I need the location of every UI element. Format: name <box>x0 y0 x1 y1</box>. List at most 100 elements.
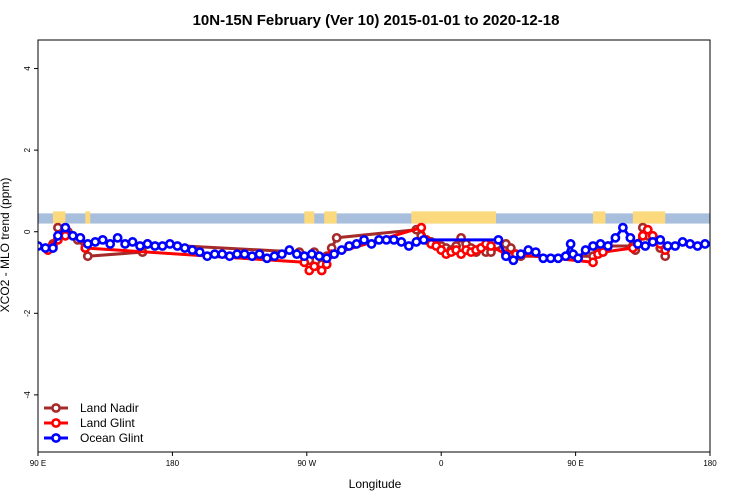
data-point-ocean-glint <box>610 232 621 243</box>
data-point-ocean-glint <box>165 239 175 249</box>
data-point-ocean-glint <box>523 245 534 255</box>
data-point-ocean-glint <box>573 253 583 264</box>
data-point-ocean-glint <box>366 239 377 249</box>
y-axis: 4 2 0 -2 -4 <box>23 66 38 399</box>
data-point-ocean-glint <box>344 241 355 251</box>
data-point-land-nadir <box>331 232 342 243</box>
land-band-segment <box>593 211 606 224</box>
data-point-ocean-glint <box>538 253 549 264</box>
legend-label: Ocean Glint <box>80 431 144 445</box>
data-point-land-glint <box>642 224 653 235</box>
land-band-segment <box>85 211 91 224</box>
data-point-ocean-glint <box>411 237 422 247</box>
data-point-ocean-glint <box>135 241 145 251</box>
data-point-ocean-glint <box>40 243 51 253</box>
data-point-ocean-glint <box>530 247 541 258</box>
ocean-band <box>38 213 710 224</box>
data-point-ocean-glint <box>150 241 160 251</box>
data-point-ocean-glint <box>194 247 205 258</box>
data-point-ocean-glint <box>625 232 636 243</box>
data-point-ocean-glint <box>595 239 606 249</box>
x-axis: 90 E 180 90 W 0 90 E 180 <box>30 452 717 468</box>
data-point-ocean-glint <box>553 253 564 264</box>
legend-label: Land Nadir <box>80 401 139 415</box>
data-point-ocean-glint <box>508 255 519 266</box>
data-point-ocean-glint <box>314 251 325 262</box>
y-tick-label: -4 <box>23 391 32 399</box>
data-point-ocean-glint <box>157 241 168 251</box>
data-point-land-nadir <box>53 222 63 233</box>
x-tick-label: 0 <box>439 459 444 468</box>
y-tick-label: 0 <box>23 229 32 234</box>
data-point-ocean-glint <box>247 251 257 262</box>
data-point-ocean-glint <box>403 241 414 251</box>
data-point-ocean-glint <box>75 232 86 243</box>
data-point-ocean-glint <box>418 234 429 245</box>
data-point-ocean-glint <box>172 241 183 251</box>
data-point-ocean-glint <box>501 251 511 262</box>
data-point-ocean-glint <box>217 249 228 260</box>
data-point-ocean-glint <box>90 237 101 247</box>
chart-title: 10N-15N February (Ver 10) 2015-01-01 to … <box>193 12 560 29</box>
land-ocean-band <box>38 211 710 224</box>
data-point-ocean-glint <box>336 245 347 255</box>
data-point-ocean-glint <box>224 251 235 262</box>
x-tick-label: 180 <box>166 459 180 468</box>
data-point-land-glint <box>598 247 608 258</box>
y-tick-label: 4 <box>23 66 32 71</box>
data-point-ocean-glint <box>374 234 384 245</box>
data-point-ocean-glint <box>588 241 598 251</box>
data-point-ocean-glint <box>655 234 666 245</box>
data-point-ocean-glint <box>359 234 369 245</box>
data-point-ocean-glint <box>640 241 651 251</box>
data-point-ocean-glint <box>262 253 272 264</box>
data-point-land-glint <box>309 261 320 272</box>
data-point-ocean-glint <box>560 251 571 262</box>
legend-entry-land-glint: Land Glint <box>44 416 135 430</box>
x-tick-label: 180 <box>703 459 717 468</box>
data-point-ocean-glint <box>97 234 108 245</box>
data-point-ocean-glint <box>493 234 504 245</box>
data-point-ocean-glint <box>396 237 407 247</box>
plot-area: 4 2 0 -2 -4 90 E 180 90 W 0 90 E 180 <box>23 39 717 468</box>
data-point-ocean-glint <box>232 249 243 260</box>
data-point-ocean-glint <box>299 251 310 262</box>
data-point-ocean-glint <box>321 253 332 264</box>
data-point-ocean-glint <box>105 239 116 249</box>
data-point-land-nadir <box>82 251 93 262</box>
data-point-ocean-glint <box>82 239 93 249</box>
data-point-ocean-glint <box>662 241 673 251</box>
data-point-ocean-glint <box>142 239 153 249</box>
legend-entry-ocean-glint: Ocean Glint <box>44 431 144 445</box>
x-tick-label: 90 W <box>297 459 316 468</box>
data-point-land-glint <box>60 230 71 241</box>
data-point-ocean-glint <box>580 245 591 255</box>
legend-label: Land Glint <box>80 416 135 430</box>
data-point-ocean-glint <box>670 241 681 251</box>
data-point-ocean-glint <box>254 249 265 260</box>
data-point-land-glint <box>316 265 327 276</box>
land-band-segment <box>304 211 315 224</box>
data-point-ocean-glint <box>351 239 362 249</box>
data-point-ocean-glint <box>677 237 688 247</box>
data-point-ocean-glint <box>632 239 643 249</box>
data-point-ocean-glint <box>647 237 658 247</box>
data-point-ocean-glint <box>269 251 280 262</box>
x-axis-label: Longitude <box>349 477 402 491</box>
data-point-ocean-glint <box>127 237 138 247</box>
y-tick-label: -2 <box>23 309 32 317</box>
data-point-ocean-glint <box>120 239 131 249</box>
y-axis-label: XCO2 - MLO trend (ppm) <box>0 178 12 313</box>
data-point-ocean-glint <box>565 239 576 249</box>
data-point-ocean-glint <box>329 249 340 260</box>
data-point-ocean-glint <box>515 249 526 260</box>
series-ocean-glint <box>38 222 710 266</box>
land-band-segment <box>632 211 666 224</box>
data-point-ocean-glint <box>202 251 213 262</box>
data-point-ocean-glint <box>48 243 58 253</box>
land-band-segment <box>52 211 66 224</box>
data-point-ocean-glint <box>617 222 628 233</box>
data-point-ocean-glint <box>67 230 78 241</box>
legend-entry-land-nadir: Land Nadir <box>44 401 139 415</box>
